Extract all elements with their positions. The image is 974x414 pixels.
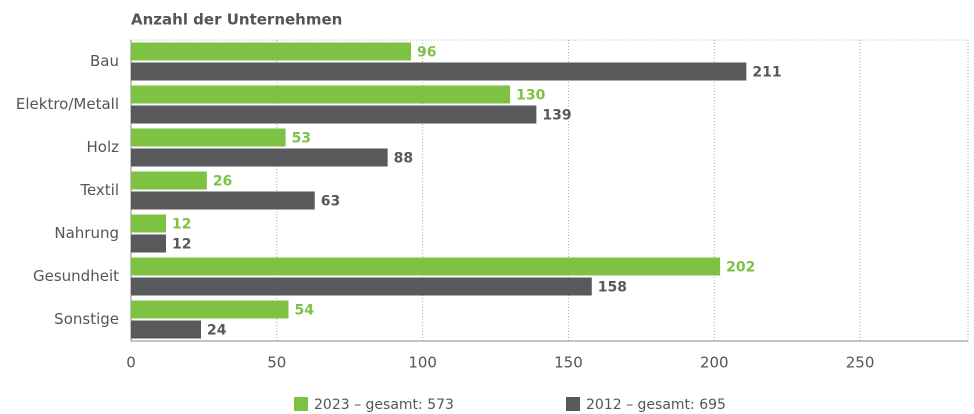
bar bbox=[131, 257, 721, 276]
x-tick-label: 150 bbox=[554, 354, 583, 372]
legend-swatch bbox=[294, 397, 308, 411]
y-tick-label: Gesundheit bbox=[33, 267, 119, 285]
bar bbox=[131, 191, 315, 210]
data-label: 24 bbox=[207, 323, 227, 339]
data-label: 130 bbox=[516, 88, 545, 104]
chart-title: Anzahl der Unternehmen bbox=[131, 11, 342, 29]
bar bbox=[131, 148, 388, 167]
y-tick-label: Bau bbox=[90, 52, 119, 70]
bar bbox=[131, 214, 166, 233]
bar bbox=[131, 300, 289, 319]
data-label: 96 bbox=[417, 45, 436, 61]
legend-label: 2012 – gesamt: 695 bbox=[586, 397, 726, 413]
x-tick-label: 50 bbox=[267, 354, 286, 372]
x-tick-label: 250 bbox=[846, 354, 875, 372]
y-tick-label: Holz bbox=[87, 138, 120, 156]
bar bbox=[131, 105, 537, 124]
data-label: 26 bbox=[213, 174, 232, 190]
y-tick-label: Textil bbox=[79, 181, 119, 199]
data-label: 211 bbox=[752, 65, 781, 81]
data-label: 53 bbox=[292, 131, 311, 147]
x-tick-label: 100 bbox=[408, 354, 437, 372]
bar bbox=[131, 277, 592, 296]
y-tick-label: Elektro/Metall bbox=[16, 95, 119, 113]
data-label: 63 bbox=[321, 194, 340, 210]
bar bbox=[131, 234, 166, 253]
data-label: 158 bbox=[598, 280, 627, 296]
bar bbox=[131, 320, 201, 339]
data-label: 88 bbox=[394, 151, 413, 167]
legend-swatch bbox=[566, 397, 580, 411]
bar bbox=[131, 171, 207, 190]
y-tick-label: Nahrung bbox=[54, 224, 119, 242]
x-tick-label: 200 bbox=[700, 354, 729, 372]
x-tick-label: 0 bbox=[126, 354, 136, 372]
bar bbox=[131, 62, 747, 81]
data-label: 12 bbox=[172, 217, 191, 233]
data-label: 139 bbox=[542, 108, 571, 124]
data-label: 54 bbox=[294, 303, 314, 319]
y-tick-label: Sonstige bbox=[54, 310, 119, 328]
data-label: 12 bbox=[172, 237, 191, 253]
legend-label: 2023 – gesamt: 573 bbox=[314, 397, 454, 413]
bar bbox=[131, 128, 286, 147]
bar bbox=[131, 85, 511, 104]
data-label: 202 bbox=[726, 260, 755, 276]
bar bbox=[131, 42, 411, 61]
